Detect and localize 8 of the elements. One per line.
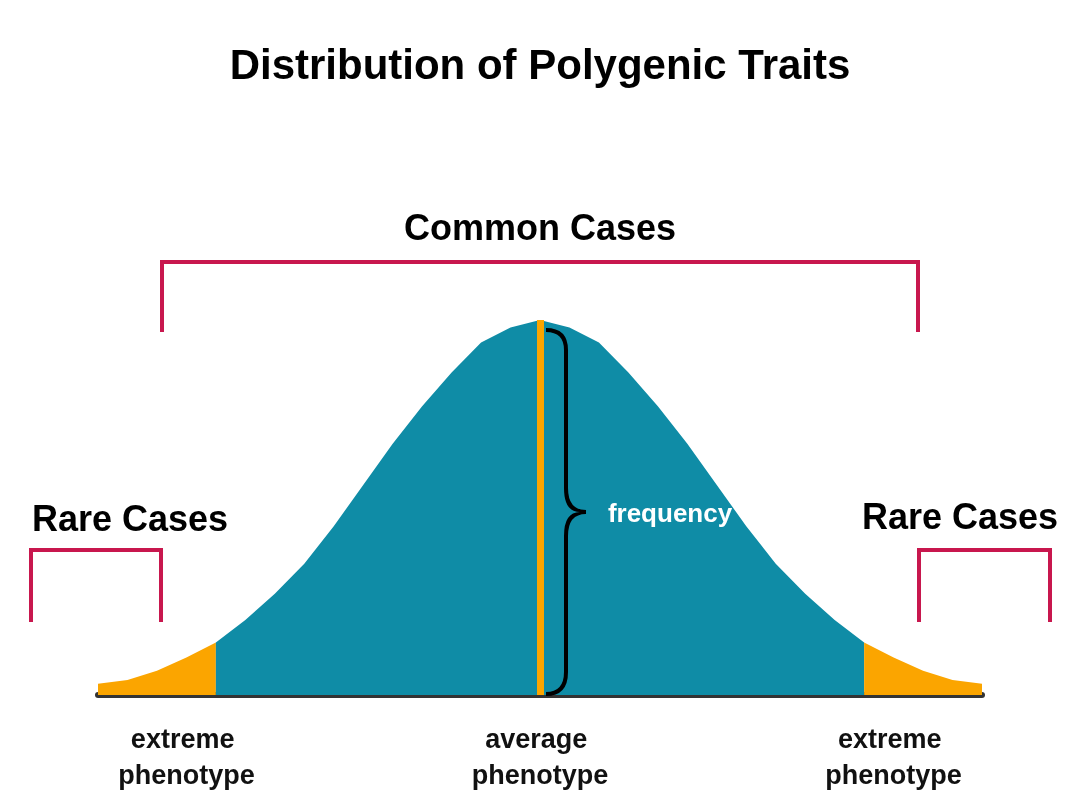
x-tick-label: average phenotype	[471, 724, 609, 790]
annotation: Rare Cases	[861, 495, 1059, 537]
x-tick-label: extreme phenotype	[825, 724, 962, 790]
text: Common Cases	[403, 206, 677, 248]
annotation: Rare Cases	[31, 497, 229, 539]
annotation: frequency	[607, 498, 733, 528]
x-tick-label: extreme phenotype	[118, 724, 255, 790]
chart-title: Distribution of Polygenic Traits	[229, 40, 851, 88]
